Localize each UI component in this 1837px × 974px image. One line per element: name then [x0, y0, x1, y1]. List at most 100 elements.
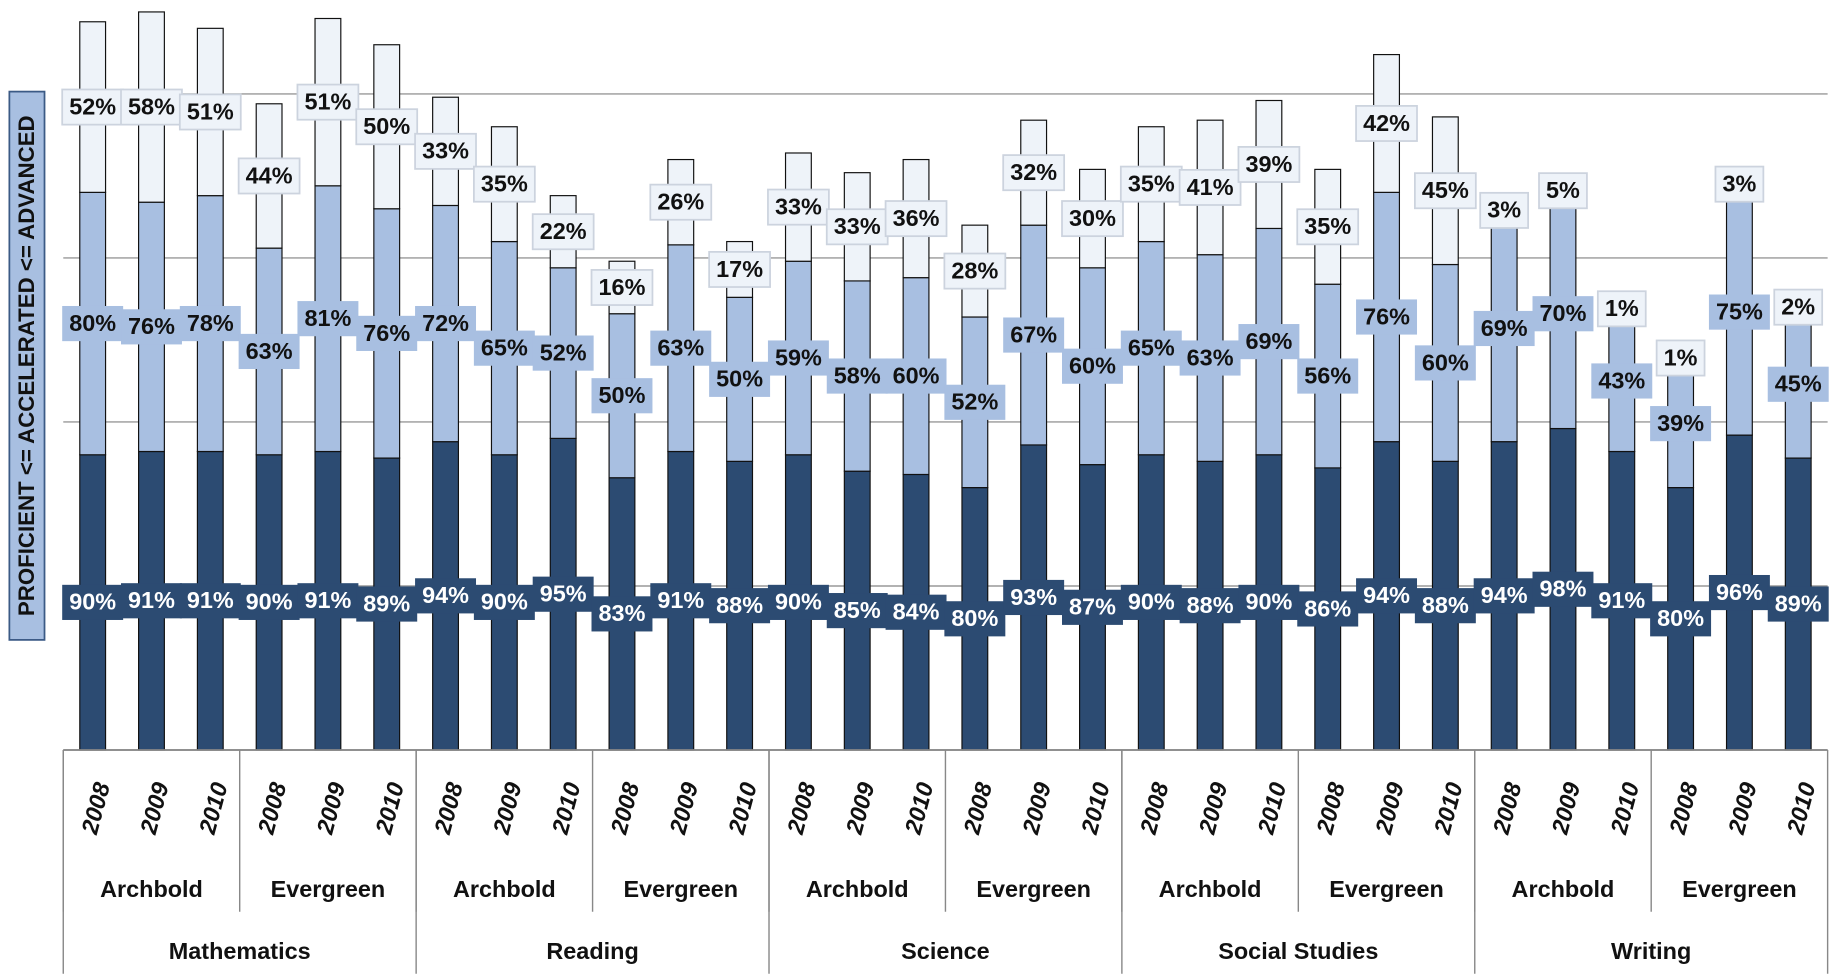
value-label: 89%	[363, 590, 410, 616]
value-label-box	[1532, 571, 1594, 607]
x-tick-label: 2010	[1076, 780, 1115, 838]
value-label-box	[1237, 146, 1301, 183]
value-label-box	[238, 333, 300, 370]
value-label-box	[1119, 165, 1183, 203]
value-label: 80%	[69, 310, 116, 336]
value-label-box	[415, 305, 477, 342]
value-label: 90%	[246, 589, 293, 615]
value-label-box	[1532, 296, 1594, 332]
value-label-box	[415, 578, 477, 614]
x-tick-label: 2009	[664, 780, 703, 838]
x-tick-label: 2008	[605, 780, 644, 838]
value-label-box	[1414, 588, 1476, 624]
value-label: 58%	[128, 93, 175, 119]
value-label-box	[414, 132, 477, 170]
value-label-box	[709, 361, 771, 397]
value-label-box	[62, 305, 124, 342]
x-tick-label: 2008	[1664, 780, 1703, 838]
value-label-box	[1591, 363, 1653, 399]
value-label-box	[61, 88, 125, 126]
value-label: 33%	[422, 138, 469, 164]
value-label-box	[885, 594, 947, 630]
value-label-box	[767, 188, 830, 226]
value-label: 51%	[304, 89, 351, 115]
value-label: 52%	[540, 339, 587, 365]
value-label: 3%	[1487, 197, 1521, 223]
value-label: 91%	[657, 587, 704, 613]
value-label: 70%	[1540, 300, 1587, 326]
value-label: 28%	[951, 257, 998, 283]
value-label: 98%	[1540, 576, 1587, 602]
x-tick-label: 2009	[1546, 780, 1585, 838]
value-label-box	[590, 269, 654, 306]
value-label-box	[1714, 165, 1765, 203]
value-label: 1%	[1664, 344, 1698, 370]
subject-label: Social Studies	[1218, 938, 1378, 964]
value-label-box	[1414, 345, 1476, 381]
value-label: 67%	[1010, 321, 1057, 347]
value-label: 80%	[1657, 605, 1704, 631]
value-label: 60%	[893, 362, 940, 388]
value-label-box	[1708, 574, 1770, 611]
value-label-box	[1591, 583, 1653, 619]
school-label: Evergreen	[624, 876, 739, 902]
x-tick-label: 2009	[841, 780, 880, 838]
value-label-box	[1296, 208, 1360, 246]
value-label: 88%	[1187, 592, 1234, 618]
x-tick-label: 2010	[899, 780, 938, 838]
value-label: 60%	[1069, 353, 1116, 379]
value-label-box	[767, 340, 829, 376]
school-label: Evergreen	[1329, 876, 1444, 902]
value-label: 88%	[1422, 592, 1469, 618]
value-label: 83%	[599, 600, 646, 626]
value-label-box	[1650, 601, 1712, 637]
value-label: 5%	[1546, 177, 1580, 203]
value-label: 87%	[1069, 594, 1116, 620]
value-label-box	[1479, 191, 1529, 229]
value-label-box	[355, 108, 419, 146]
value-label: 26%	[657, 189, 704, 215]
value-label: 90%	[1245, 589, 1292, 615]
value-label-box	[1179, 340, 1241, 376]
value-label: 43%	[1598, 367, 1645, 393]
x-tick-label: 2009	[1370, 780, 1409, 838]
value-label: 93%	[1010, 584, 1057, 610]
x-tick-label: 2008	[429, 780, 468, 838]
value-label-box	[709, 588, 771, 624]
value-label-box	[121, 583, 182, 619]
value-label-box	[1002, 154, 1066, 192]
value-label: 42%	[1363, 110, 1410, 136]
value-label-box	[1238, 324, 1300, 360]
x-tick-label: 2008	[76, 780, 115, 838]
value-label: 80%	[951, 605, 998, 631]
value-label: 56%	[1304, 362, 1351, 388]
value-label: 90%	[1128, 589, 1175, 615]
value-label-box	[1538, 172, 1588, 210]
value-label: 63%	[657, 335, 704, 361]
value-label-box	[591, 378, 653, 414]
value-label-box	[356, 315, 418, 351]
value-label-box	[1297, 358, 1359, 394]
value-label-box	[179, 583, 241, 619]
value-label: 32%	[1010, 159, 1057, 185]
x-tick-label: 2009	[135, 780, 174, 838]
value-label-box	[943, 252, 1007, 290]
x-tick-label: 2009	[1193, 780, 1232, 838]
x-tick-label: 2009	[311, 780, 350, 838]
value-label: 39%	[1245, 151, 1292, 177]
school-label: Evergreen	[1682, 876, 1797, 902]
value-label-box	[473, 584, 535, 620]
value-label: 45%	[1775, 371, 1822, 397]
value-label-box	[1120, 584, 1182, 620]
value-label: 35%	[1304, 213, 1351, 239]
value-label: 58%	[834, 362, 881, 388]
value-label-box	[708, 250, 771, 288]
value-label-box	[1179, 588, 1241, 624]
value-label-box	[767, 584, 829, 620]
x-tick-label: 2010	[194, 780, 233, 838]
subject-label: Science	[901, 938, 990, 964]
value-label: 33%	[834, 213, 881, 239]
value-label: 94%	[422, 582, 469, 608]
value-label-box	[944, 601, 1006, 637]
x-tick-label: 2008	[1135, 780, 1174, 838]
